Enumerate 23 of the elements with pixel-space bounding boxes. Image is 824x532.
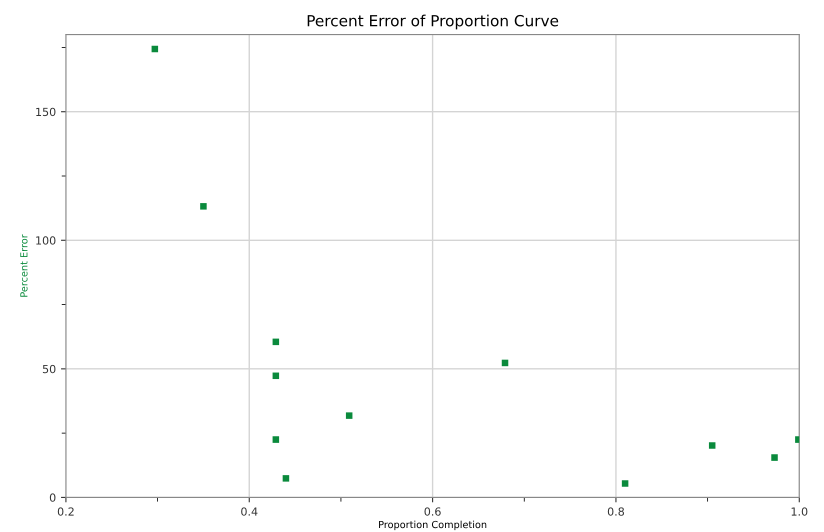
x-tick-label: 0.4 <box>241 507 258 516</box>
x-axis-title: Proportion Completion <box>379 520 486 530</box>
point <box>708 442 716 449</box>
point <box>502 360 508 366</box>
point <box>622 480 628 487</box>
x-tick-label: 0.8 <box>608 507 624 516</box>
point <box>272 338 280 346</box>
point <box>272 372 280 380</box>
point <box>200 203 207 210</box>
x-tick-label: 1.0 <box>792 507 808 516</box>
x-tick-label: 0.6 <box>424 507 441 516</box>
y-tick-label: 150 <box>36 108 56 116</box>
y-tick-label: 0 <box>50 493 56 502</box>
y-tick-label: 50 <box>42 364 56 374</box>
x-tick-label: 0.2 <box>58 507 74 516</box>
point <box>272 436 280 443</box>
point <box>152 46 158 52</box>
point <box>282 475 290 482</box>
point <box>771 454 778 461</box>
chart-title: Percent Error of Proportion Curve <box>308 14 558 30</box>
point <box>346 412 352 419</box>
y-tick-label: 100 <box>36 236 56 245</box>
y-axis-title: Percent Error <box>20 234 28 297</box>
